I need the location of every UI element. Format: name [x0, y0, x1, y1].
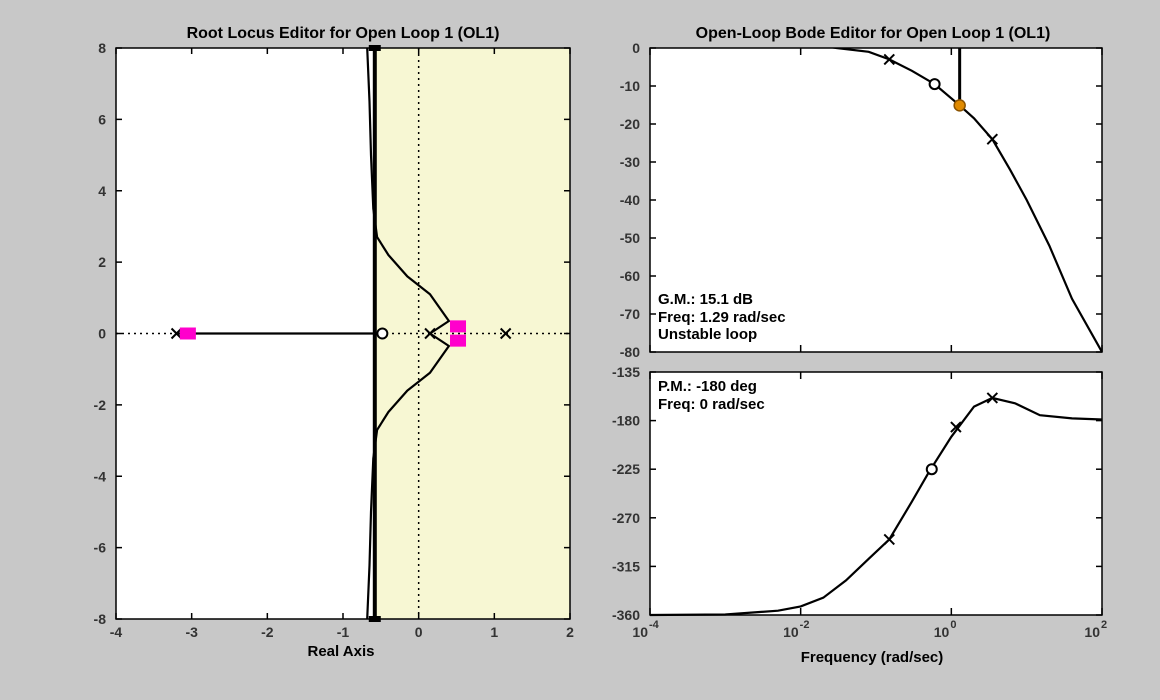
mag-y-tick-label-1: -10	[620, 78, 640, 94]
locus-branch-2[interactable]	[366, 47, 450, 335]
rl-y-tick-label-5: -2	[94, 397, 107, 413]
mag-y-tick-label-8: -80	[620, 344, 640, 360]
phase-pole-3[interactable]	[986, 392, 999, 404]
open-loop-zero-1[interactable]	[376, 327, 389, 340]
phase-y-ticks: -135 -180 -225 -270 -315 -360	[612, 364, 1102, 623]
mag-pole-2-b	[986, 133, 999, 145]
mag-pole-1[interactable]	[883, 53, 895, 66]
phase-plot-area[interactable]	[650, 372, 1102, 615]
phase-pole-2-b	[950, 421, 962, 433]
phase-frame	[649, 371, 1103, 616]
phase-y-tick-label-1: -180	[612, 413, 640, 429]
gain-margin-freq: Freq: 1.29 rad/sec	[658, 309, 786, 326]
closed-loop-pole-3[interactable]	[450, 334, 467, 347]
frequency-ticks: 10 -4 10 -2 10 0 10 2	[632, 48, 1107, 640]
rl-x-tick-label-2: -2	[261, 624, 274, 640]
rl-x-tick-label-6: 2	[566, 624, 574, 640]
freq-tick-base-0: 10	[632, 624, 648, 640]
mag-y-tick-label-5: -50	[620, 230, 640, 246]
gain-margin-label: G.M.: 15.1 dB	[658, 291, 753, 308]
freq-tick-exp-0: -4	[649, 619, 660, 631]
phase-y-tick-label-0: -135	[612, 364, 640, 380]
mag-y-tick-label-0: 0	[632, 40, 640, 56]
mag-y-tick-label-6: -60	[620, 268, 640, 284]
gain-margin-marker[interactable]	[953, 99, 966, 112]
rl-y-tick-label-8: -8	[94, 611, 107, 627]
freq-tick-exp-2: 0	[950, 619, 956, 631]
rl-y-tick-label-6: -4	[94, 468, 107, 484]
phase-pole-1[interactable]	[883, 533, 895, 546]
rl-x-tick-label-4: 0	[415, 624, 423, 640]
rl-x-tick-label-5: 1	[490, 624, 498, 640]
phase-y-tick-label-2: -225	[612, 461, 640, 477]
mag-zero-1[interactable]	[928, 78, 941, 91]
frequency-axis-label: Frequency (rad/sec)	[801, 649, 944, 666]
open-loop-pole-1-b	[170, 327, 183, 340]
mag-y-tick-label-2: -20	[620, 116, 640, 132]
phase-curve[interactable]	[649, 392, 1103, 617]
rl-x-tick-label-0: -4	[110, 624, 123, 640]
freq-tick-base-1: 10	[783, 624, 799, 640]
rl-x-axis-label: Real Axis	[308, 643, 375, 660]
phase-pole-1-b	[883, 533, 895, 546]
loop-stability: Unstable loop	[658, 326, 757, 343]
bode-title: Open-Loop Bode Editor for Open Loop 1 (O…	[696, 25, 1051, 42]
open-loop-pole-2[interactable]	[424, 327, 436, 340]
freq-tick-base-3: 10	[1084, 624, 1100, 640]
mag-pole-2[interactable]	[986, 133, 999, 145]
bode-magnitude-editor[interactable]: 0-10-20-30-40-50-60-70-80 G.M.: 15.1 dB …	[620, 25, 1103, 360]
locus-branches[interactable]	[176, 47, 450, 620]
phase-y-tick-label-4: -315	[612, 558, 640, 574]
rl-y-tick-label-4: 0	[98, 326, 106, 342]
phase-margin-label: P.M.: -180 deg	[658, 378, 757, 395]
open-loop-pole-2-b	[424, 327, 436, 340]
rl-x-ticks: -4 -3 -2 -1 0 1 2	[110, 48, 574, 640]
rl-y-tick-label-1: 6	[98, 111, 106, 127]
mag-y-tick-label-3: -30	[620, 154, 640, 170]
phase-trace[interactable]	[649, 396, 1103, 617]
root-locus-editor[interactable]: -4 -3 -2 -1 0 1 2 8 6 4 2 0 -2 -4 -6 -8 Root Locus Edi…	[94, 25, 575, 660]
open-loop-pole-1[interactable]	[170, 327, 183, 340]
rl-x-tick-label-3: -1	[337, 624, 350, 640]
phase-zero-1[interactable]	[925, 463, 938, 476]
rl-x-tick-label-1: -3	[185, 624, 198, 640]
closed-loop-pole-1[interactable]	[179, 327, 196, 340]
bode-phase-editor[interactable]: -135-180-225-270-315-360 10 -4 10 -2 10 0 10 2 …	[612, 48, 1107, 666]
mag-y-ticks: 0 -10 -20 -30 -40 -50 -60 -70 -80	[620, 40, 1102, 360]
freq-tick-base-2: 10	[934, 624, 950, 640]
phase-pole-3-b	[986, 392, 999, 404]
phase-y-tick-label-3: -270	[612, 510, 640, 526]
mag-y-tick-label-7: -70	[620, 306, 640, 322]
mag-y-tick-label-4: -40	[620, 192, 640, 208]
open-loop-pole-3[interactable]	[499, 327, 512, 340]
rl-y-tick-label-2: 4	[98, 183, 106, 199]
rl-y-tick-label-0: 8	[98, 40, 106, 56]
closed-loop-pole-2[interactable]	[450, 320, 467, 333]
phase-margin-freq: Freq: 0 rad/sec	[658, 396, 765, 413]
phase-pole-2[interactable]	[950, 421, 962, 433]
open-loop-pole-3-b	[499, 327, 512, 340]
rl-y-tick-label-3: 2	[98, 254, 106, 270]
rl-y-ticks: 8 6 4 2 0 -2 -4 -6 -8	[94, 40, 570, 627]
mag-pole-1-b	[883, 53, 895, 66]
phase-y-tick-label-5: -360	[612, 607, 640, 623]
rl-y-tick-label-7: -6	[94, 540, 107, 556]
root-locus-title: Root Locus Editor for Open Loop 1 (OL1)	[187, 25, 500, 42]
freq-tick-exp-1: -2	[800, 619, 810, 631]
magnitude-curve[interactable]	[650, 29, 1102, 352]
locus-branch-3[interactable]	[366, 332, 450, 620]
freq-tick-exp-3: 2	[1101, 619, 1107, 631]
